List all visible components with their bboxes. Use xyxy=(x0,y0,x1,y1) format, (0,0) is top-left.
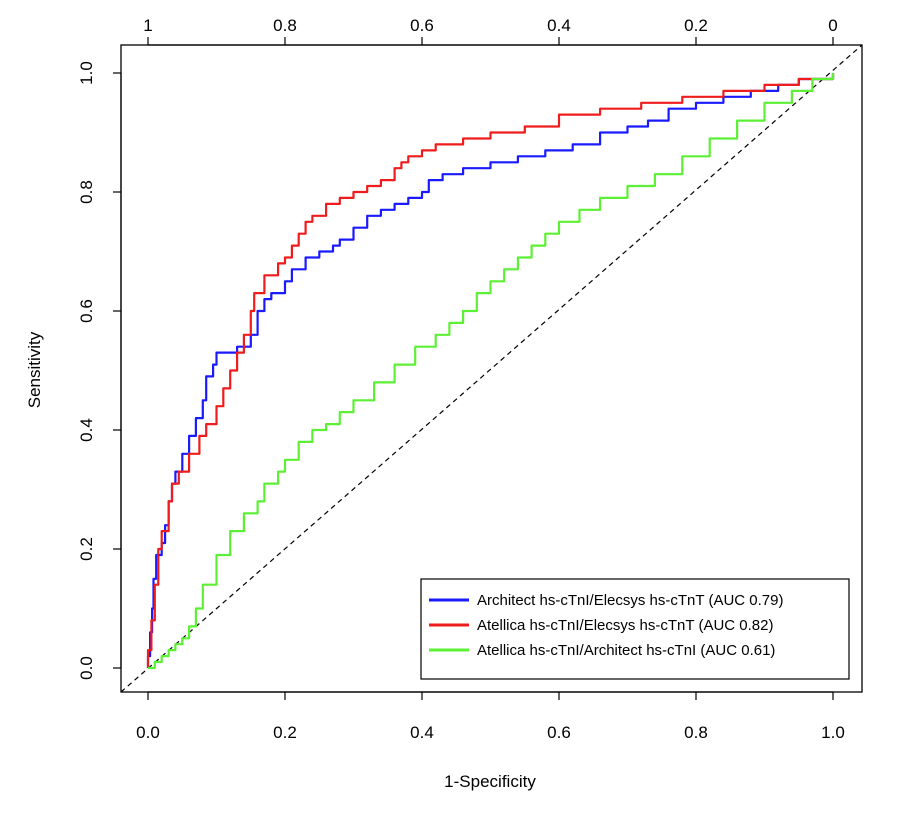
x-tick-label: 0.2 xyxy=(273,723,297,742)
x-axis-title: 1-Specificity xyxy=(444,772,536,791)
y-tick-label: 0.4 xyxy=(77,418,96,442)
legend-label: Atellica hs-cTnI/Architect hs-cTnI (AUC … xyxy=(477,642,775,659)
x-tick-label: 0.8 xyxy=(684,723,708,742)
reference-diagonal-line xyxy=(120,44,863,693)
top-tick-label: 1 xyxy=(143,16,152,35)
top-tick-label: 0.8 xyxy=(273,16,297,35)
y-tick-label: 0.2 xyxy=(77,537,96,561)
y-tick-label: 1.0 xyxy=(77,61,96,85)
legend-label: Atellica hs-cTnI/Elecsys hs-cTnT (AUC 0.… xyxy=(477,617,773,634)
x-tick-label: 0.4 xyxy=(410,723,434,742)
roc-curve-series-3 xyxy=(148,73,835,670)
y-tick-label: 0.8 xyxy=(77,180,96,204)
roc-curve-series-2 xyxy=(146,73,835,668)
y-tick-label: 0.0 xyxy=(77,656,96,680)
x-tick-label: 1.0 xyxy=(821,723,845,742)
y-tick-label: 0.6 xyxy=(77,299,96,323)
x-tick-label: 0.6 xyxy=(547,723,571,742)
y-axis-title: Sensitivity xyxy=(25,331,44,408)
legend-box xyxy=(420,578,850,680)
top-tick-label: 0 xyxy=(828,16,837,35)
x-tick-label: 0.0 xyxy=(136,723,160,742)
legend: Architect hs-cTnI/Elecsys hs-cTnT (AUC 0… xyxy=(420,578,850,680)
legend-label: Architect hs-cTnI/Elecsys hs-cTnT (AUC 0… xyxy=(477,592,783,609)
top-tick-label: 0.6 xyxy=(410,16,434,35)
top-tick-label: 0.4 xyxy=(547,16,571,35)
top-tick-label: 0.2 xyxy=(684,16,708,35)
